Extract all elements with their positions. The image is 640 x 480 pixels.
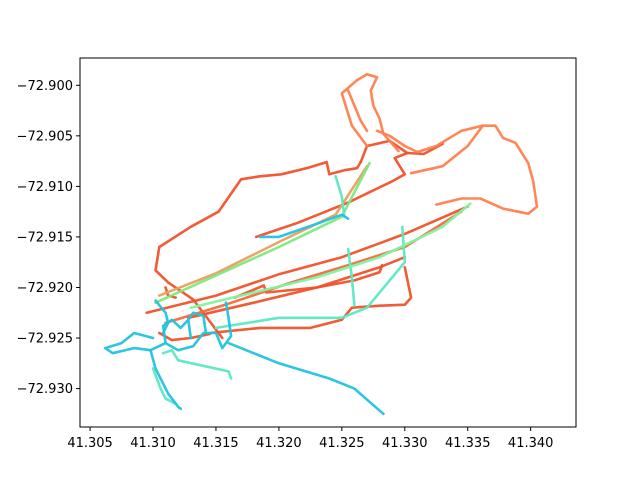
track-line-16 — [214, 225, 407, 330]
track-line-22 — [227, 341, 385, 416]
track-line-0 — [154, 160, 362, 340]
x-axis: 41.305 41.310 41.315 41.320 41.325 41.330 41.3… — [67, 427, 553, 451]
y-tick-label-4: −72.920 — [17, 281, 73, 296]
x-tick-label-3: 41.320 — [256, 436, 302, 451]
y-tick-label-0: −72.900 — [17, 79, 73, 94]
track-line-12 — [346, 89, 369, 133]
x-tick-label-0: 41.305 — [67, 436, 113, 451]
track-line-9 — [340, 72, 400, 153]
track-line-19 — [161, 348, 233, 380]
y-tick-label-1: −72.905 — [17, 129, 73, 144]
track-line-28 — [258, 213, 350, 239]
x-tick-label-4: 41.325 — [319, 436, 365, 451]
track-line-17 — [346, 247, 356, 307]
track-line-27 — [187, 311, 208, 335]
track-line-6 — [359, 139, 409, 164]
plot-background — [80, 58, 576, 427]
track-line-5 — [254, 142, 444, 239]
track-line-10 — [375, 124, 539, 215]
track-line-11 — [409, 124, 485, 175]
y-tick-label-6: −72.930 — [17, 382, 73, 397]
y-tick-label-5: −72.925 — [17, 332, 73, 347]
track-line-18 — [334, 175, 346, 218]
track-line-1 — [145, 205, 469, 315]
track-line-21 — [189, 202, 472, 309]
track-line-4 — [208, 266, 413, 335]
x-tick-label-6: 41.335 — [445, 436, 491, 451]
x-tick-label-5: 41.330 — [382, 436, 428, 451]
track-line-15 — [154, 161, 371, 304]
y-tick-label-2: −72.910 — [17, 180, 73, 195]
x-tick-label-1: 41.310 — [130, 436, 176, 451]
track-line-20 — [151, 367, 177, 405]
track-line-3 — [233, 263, 384, 299]
track-line-26 — [161, 318, 193, 345]
track-lines — [103, 72, 539, 416]
track-line-23 — [103, 331, 155, 355]
x-tick-label-2: 41.315 — [193, 436, 239, 451]
track-line-14 — [158, 164, 369, 297]
track-line-24 — [149, 348, 182, 411]
y-axis: −72.900 −72.905 −72.910 −72.915 −72.920 −72.9… — [17, 79, 80, 397]
track-line-29 — [154, 299, 170, 335]
track-line-25 — [149, 301, 233, 352]
plot-frame — [79, 57, 577, 428]
x-tick-label-7: 41.340 — [508, 436, 554, 451]
y-tick-label-3: −72.915 — [17, 230, 73, 245]
